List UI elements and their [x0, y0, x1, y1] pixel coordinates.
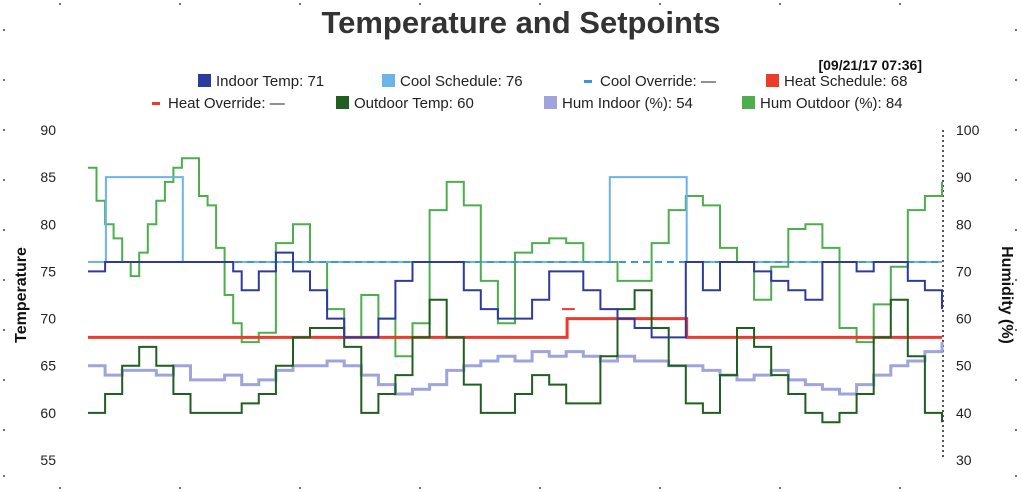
chart-title: Temperature and Setpoints: [321, 5, 720, 40]
y-tick-right-3: 60: [956, 311, 972, 327]
legend-label-1: Cool Schedule: 76: [400, 73, 523, 90]
y-tick-left-6: 85: [40, 169, 56, 185]
legend-swatch-0: [198, 74, 211, 87]
border-dot-top-4: [539, 3, 541, 5]
border-dot-top-2: [299, 3, 301, 5]
border-dot-right-8: [1015, 429, 1017, 431]
border-dot-top-0: [59, 3, 61, 5]
series-line-hum-outdoor: [88, 157, 943, 358]
border-dot-left-1: [3, 79, 5, 81]
legend-swatch-4: [152, 102, 160, 105]
legend-swatch-2: [584, 80, 592, 83]
border-dot-right-0: [1015, 29, 1017, 31]
y-tick-left-5: 80: [40, 216, 56, 232]
series-line-hum-indoor: [88, 342, 944, 396]
legend-label-0: Indoor Temp: 71: [216, 73, 324, 90]
series-group: [88, 157, 944, 424]
border-dot-bottom-7: [899, 487, 901, 489]
legend-swatch-5: [336, 96, 349, 109]
y-tick-right-4: 70: [956, 263, 972, 279]
legend-label-4: Heat Override: —: [168, 95, 285, 112]
legend-label-3: Heat Schedule: 68: [784, 73, 907, 90]
border-dot-left-4: [3, 229, 5, 231]
legend-label-7: Hum Outdoor (%): 84: [760, 95, 903, 112]
border-dot-right-3: [1015, 179, 1017, 181]
legend-label-6: Hum Indoor (%): 54: [562, 95, 693, 112]
border-dot-bottom-1: [179, 487, 181, 489]
border-dot-right-5: [1015, 279, 1017, 281]
y-axis-label-left: Temperature: [13, 247, 30, 343]
y-tick-left-1: 60: [40, 405, 56, 421]
y-tick-right-5: 80: [956, 216, 972, 232]
border-dot-right-7: [1015, 379, 1017, 381]
border-dot-bottom-4: [539, 487, 541, 489]
series-line-indoor: [88, 251, 943, 339]
border-dot-left-9: [3, 475, 5, 477]
y-tick-right-6: 90: [956, 169, 972, 185]
y-tick-left-7: 90: [40, 122, 56, 138]
border-dot-left-3: [3, 179, 5, 181]
border-dot-left-8: [3, 429, 5, 431]
border-dot-top-3: [419, 3, 421, 5]
y-axis-label-right: Humidity (%): [998, 246, 1015, 344]
border-dot-right-4: [1015, 229, 1017, 231]
border-dot-bottom-5: [659, 487, 661, 489]
border-dot-top-1: [179, 3, 181, 5]
legend-swatch-6: [544, 96, 557, 109]
border-dot-top-5: [659, 3, 661, 5]
y-tick-right-7: 100: [956, 122, 980, 138]
legend-label-2: Cool Override: —: [600, 73, 716, 90]
y-tick-right-1: 40: [956, 405, 972, 421]
y-tick-right-0: 30: [956, 452, 972, 468]
y-ticks-right: 30 40 50 60 70 80 90 100: [956, 122, 980, 468]
y-ticks-left: 55 60 65 70 75 80 85 90: [40, 122, 56, 468]
legend: Indoor Temp: 71 Cool Schedule: 76 Cool Ove…: [152, 73, 907, 112]
y-tick-left-0: 55: [40, 452, 56, 468]
y-tick-left-4: 75: [40, 263, 56, 279]
border-dot-bottom-2: [299, 487, 301, 489]
border-dot-right-1: [1015, 79, 1017, 81]
chart-timestamp: [09/21/17 07:36]: [818, 57, 922, 73]
border-dot-right-2: [1015, 129, 1017, 131]
border-dot-right-9: [1015, 475, 1017, 477]
border-dot-left-0: [3, 29, 5, 31]
border-dot-bottom-3: [419, 487, 421, 489]
border-dot-left-6: [3, 329, 5, 331]
border-dot-left-5: [3, 279, 5, 281]
border-dot-bottom-0: [59, 487, 61, 489]
legend-label-5: Outdoor Temp: 60: [354, 95, 474, 112]
border-dot-bottom-6: [779, 487, 781, 489]
series-line-outdoor: [88, 289, 943, 424]
border-dot-right-6: [1015, 329, 1017, 331]
border-dot-top-7: [899, 3, 901, 5]
border-dot-left-7: [3, 379, 5, 381]
legend-swatch-7: [742, 96, 755, 109]
y-tick-left-2: 65: [40, 358, 56, 374]
border-dot-top-6: [779, 3, 781, 5]
border-dot-left-2: [3, 129, 5, 131]
legend-swatch-1: [382, 74, 395, 87]
y-tick-left-3: 70: [40, 311, 56, 327]
y-tick-right-2: 50: [956, 358, 972, 374]
legend-swatch-3: [766, 74, 779, 87]
